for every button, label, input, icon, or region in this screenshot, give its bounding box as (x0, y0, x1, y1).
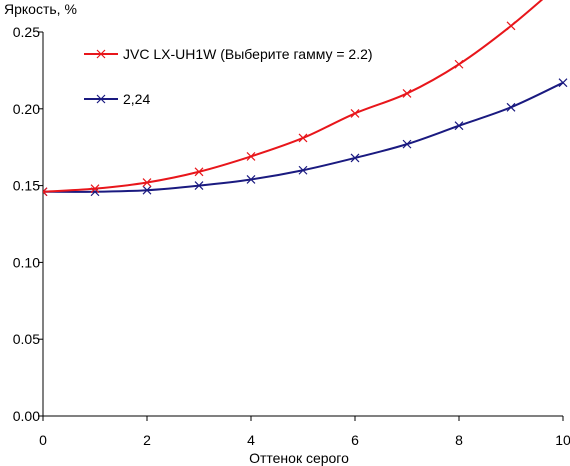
series-2-point (142, 185, 152, 195)
series-1-point (43, 187, 48, 197)
series-2-point (402, 139, 412, 149)
x-tick-label: 8 (455, 432, 463, 448)
legend-label: 2,24 (123, 91, 150, 107)
series-2-point (506, 102, 516, 112)
series-2-point (558, 78, 568, 88)
y-tick-label: 0.20 (13, 101, 40, 117)
legend: JVC LX-UH1W (Выберите гамму = 2.2) 2,24 (84, 46, 373, 107)
series-2-point (194, 181, 204, 191)
series-2-point (350, 153, 360, 163)
x-tick-label: 6 (351, 432, 359, 448)
x-tick-label: 0 (39, 432, 47, 448)
series-1-point (194, 167, 204, 177)
series-1-point (246, 151, 256, 161)
y-tick-label: 0.00 (13, 408, 40, 424)
legend-swatch-marker (96, 94, 106, 104)
series-1-point (298, 133, 308, 143)
x-axis-title: Оттенок серого (249, 450, 349, 466)
legend-label: JVC LX-UH1W (Выберите гамму = 2.2) (123, 46, 373, 62)
x-tick-label: 10 (555, 432, 570, 448)
series-layer (43, 0, 568, 197)
legend-item-2: 2,24 (84, 91, 150, 107)
series-1-point (350, 108, 360, 118)
legend-item-1: JVC LX-UH1W (Выберите гамму = 2.2) (84, 46, 373, 62)
series-1-point (90, 184, 100, 194)
series-2-point (454, 121, 464, 131)
series-1 (43, 0, 544, 197)
series-1-point (506, 21, 516, 31)
series-1-point (402, 89, 412, 98)
y-tick-label: 0.15 (13, 178, 40, 194)
x-tick-label: 2 (143, 432, 151, 448)
y-axis-title: Яркость, % (4, 1, 77, 17)
series-1-point (142, 178, 152, 187)
y-tick-label: 0.05 (13, 331, 40, 347)
series-2-point (298, 165, 308, 175)
series-2-point (246, 175, 256, 184)
axes: 0.00 0.05 0.10 0.15 0.20 0.25 0 2 4 6 8 10 (13, 24, 570, 448)
legend-swatch-marker (96, 49, 106, 59)
series-1-line (43, 0, 544, 193)
series-1-point (454, 59, 464, 69)
x-tick-label: 4 (247, 432, 255, 448)
y-tick-label: 0.10 (13, 254, 40, 270)
y-tick-label: 0.25 (13, 24, 40, 40)
